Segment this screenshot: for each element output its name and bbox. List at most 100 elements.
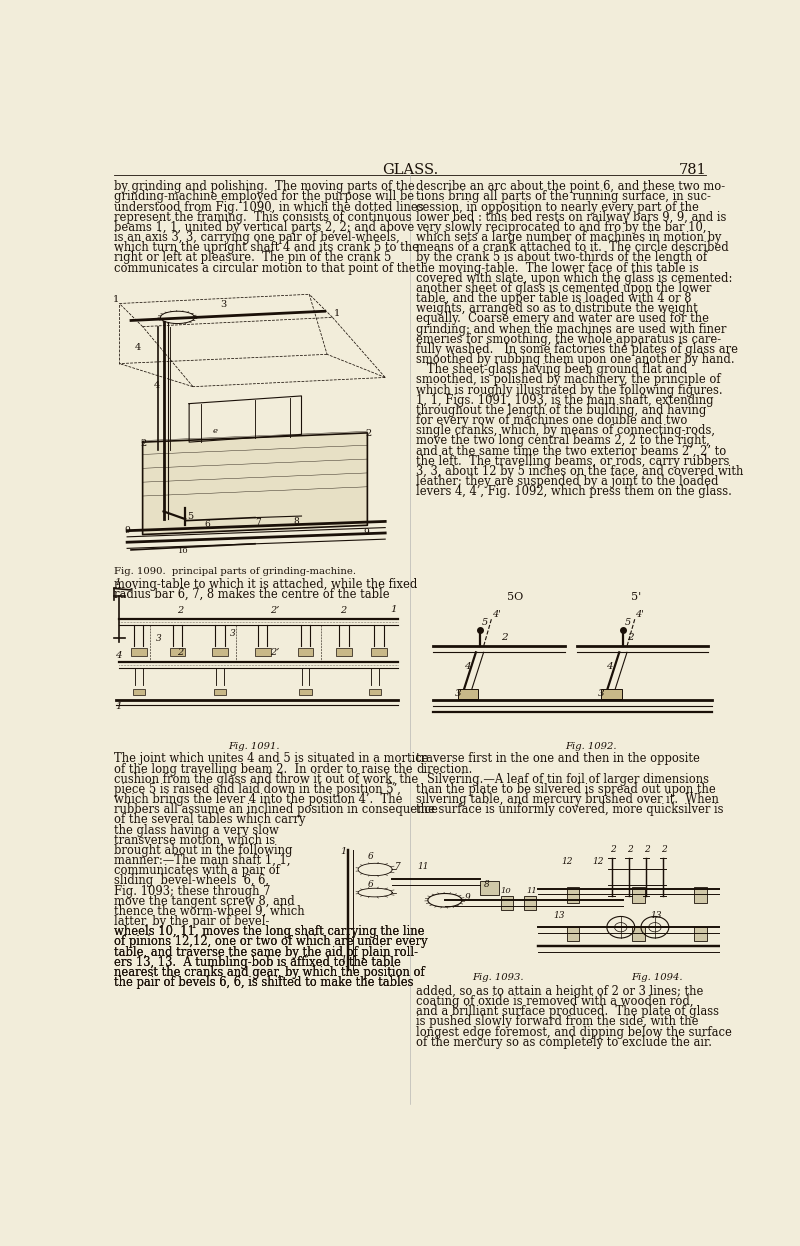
Text: 13: 13 (650, 911, 662, 920)
Text: grinding-machine employed for the purpose will be: grinding-machine employed for the purpos… (114, 191, 414, 203)
Text: beams 1, 1, united by vertical parts 2, 2; and above: beams 1, 1, united by vertical parts 2, … (114, 221, 414, 234)
Text: The joint which unites 4 and 5 is situated in a mortice: The joint which unites 4 and 5 is situat… (114, 753, 429, 765)
Text: rubbers all assume an inclined position in consequence: rubbers all assume an inclined position … (114, 804, 438, 816)
Text: 781: 781 (678, 163, 706, 177)
Text: 6: 6 (367, 852, 373, 861)
Text: fully washed.   In some factories the plates of glass are: fully washed. In some factories the plat… (416, 343, 738, 356)
Bar (298, 648, 313, 657)
Text: nearest the cranks and gear, by which the position of: nearest the cranks and gear, by which th… (114, 966, 425, 979)
Text: 9: 9 (125, 526, 130, 535)
Text: latter, by the pair of bevel-: latter, by the pair of bevel- (114, 915, 270, 928)
Text: 10: 10 (501, 887, 511, 895)
Text: transverse motion, which is: transverse motion, which is (114, 834, 275, 847)
Text: 1: 1 (390, 604, 398, 613)
Text: and a brilliant surface produced.  The plate of glass: and a brilliant surface produced. The pl… (416, 1006, 719, 1018)
Text: understood from Fig. 1090, in which the dotted lines: understood from Fig. 1090, in which the … (114, 201, 423, 213)
Text: traverse first in the one and then in the opposite: traverse first in the one and then in th… (416, 753, 700, 765)
Text: covered with slate, upon which the glass is cemented:: covered with slate, upon which the glass… (416, 272, 733, 285)
Text: 3: 3 (598, 689, 605, 698)
Text: 4': 4' (635, 609, 645, 619)
Text: 5O: 5O (507, 592, 523, 602)
Text: 2: 2 (365, 429, 371, 437)
Text: the pair of bevels 6, 6, is shifted to make the tables: the pair of bevels 6, 6, is shifted to m… (114, 976, 414, 989)
Text: 4': 4' (492, 609, 501, 619)
Text: piece 5 is raised and laid down in the position 5’,: piece 5 is raised and laid down in the p… (114, 782, 401, 796)
Text: tions bring all parts of the running surface, in suc-: tions bring all parts of the running sur… (416, 191, 711, 203)
Text: 2: 2 (627, 845, 633, 854)
Text: move the tangent screw 8, and: move the tangent screw 8, and (114, 895, 294, 908)
Text: 5: 5 (482, 618, 487, 627)
Text: wheels 10, 11, moves the long shaft carrying the line: wheels 10, 11, moves the long shaft carr… (114, 926, 425, 938)
Text: cushion from the glass and throw it out of work, the: cushion from the glass and throw it out … (114, 773, 418, 786)
Text: represent the framing.  This consists of continuous: represent the framing. This consists of … (114, 211, 411, 224)
Text: 2: 2 (627, 633, 634, 642)
Text: right or left at pleasure.  The pin of the crank 5: right or left at pleasure. The pin of th… (114, 252, 391, 264)
Text: the pair of bevels 6, 6, is shifted to make the tables: the pair of bevels 6, 6, is shifted to m… (114, 976, 414, 989)
Text: 1: 1 (114, 578, 121, 587)
Text: 9: 9 (464, 893, 470, 902)
Text: 2: 2 (644, 845, 650, 854)
Text: equally.  Coarse emery and water are used for the: equally. Coarse emery and water are used… (416, 313, 710, 325)
Text: 1, 1, Figs. 1091, 1093, is the main shaft, extending: 1, 1, Figs. 1091, 1093, is the main shaf… (416, 394, 714, 406)
Bar (371, 648, 386, 657)
Text: 1: 1 (113, 295, 119, 304)
Text: leather; they are suspended by a joint to the loaded: leather; they are suspended by a joint t… (416, 475, 718, 488)
Text: means of a crank attached to it.  The circle described: means of a crank attached to it. The cir… (416, 242, 729, 254)
Text: 1: 1 (334, 309, 340, 318)
Text: which turn the upright shaft 4 and its crank 5 to the: which turn the upright shaft 4 and its c… (114, 242, 419, 254)
Text: 2’: 2’ (270, 648, 280, 658)
Bar (133, 689, 145, 695)
Text: 8: 8 (294, 517, 299, 526)
Text: communicates a circular motion to that point of the: communicates a circular motion to that p… (114, 262, 415, 274)
Text: 1: 1 (340, 954, 346, 964)
Text: ers 13, 13.  A tumbling-bob is affixed to the table: ers 13, 13. A tumbling-bob is affixed to… (114, 956, 401, 968)
Text: 2: 2 (610, 845, 616, 854)
Text: Fig. 1093; these through 7: Fig. 1093; these through 7 (114, 885, 270, 897)
Text: Fig. 1090.  principal parts of grinding-machine.: Fig. 1090. principal parts of grinding-m… (114, 567, 356, 576)
Text: sliding  bevel-wheels  6, 6,: sliding bevel-wheels 6, 6, (114, 875, 269, 887)
Text: of the mercury so as completely to exclude the air.: of the mercury so as completely to exclu… (416, 1035, 712, 1049)
Text: another sheet of glass is cemented upon the lower: another sheet of glass is cemented upon … (416, 282, 711, 295)
Text: Fig. 1091.: Fig. 1091. (228, 741, 279, 750)
Text: 3: 3 (156, 634, 162, 643)
Text: than the plate to be silvered is spread out upon the: than the plate to be silvered is spread … (416, 782, 716, 796)
Bar (131, 648, 146, 657)
Text: throughout the length of the building, and having: throughout the length of the building, a… (416, 404, 706, 417)
Text: table, and traverse the same by the aid of plain roll-: table, and traverse the same by the aid … (114, 946, 418, 958)
Text: by grinding and polishing.  The moving parts of the: by grinding and polishing. The moving pa… (114, 181, 414, 193)
Text: 3: 3 (455, 689, 462, 698)
Text: The sheet-glass having been ground flat and: The sheet-glass having been ground flat … (416, 364, 687, 376)
Text: coating of oxide is removed with a wooden rod,: coating of oxide is removed with a woode… (416, 996, 694, 1008)
Bar (694, 887, 707, 902)
Text: moving-table to which it is attached, while the fixed: moving-table to which it is attached, wh… (114, 578, 418, 591)
Text: 4: 4 (606, 663, 613, 672)
Text: 7: 7 (255, 518, 261, 527)
Text: weights, arranged so as to distribute the weight: weights, arranged so as to distribute th… (416, 303, 698, 315)
Text: which sets a large number of machines in motion by: which sets a large number of machines in… (416, 232, 722, 244)
Text: table, and traverse the same by the aid of plain roll-: table, and traverse the same by the aid … (114, 946, 418, 958)
Text: added, so as to attain a height of 2 or 3 lines; the: added, so as to attain a height of 2 or … (416, 986, 703, 998)
Text: is pushed slowly forward from the side, with the: is pushed slowly forward from the side, … (416, 1015, 698, 1028)
Text: GLASS.: GLASS. (382, 163, 438, 177)
Text: of the long travelling beam 2.  In order to raise the: of the long travelling beam 2. In order … (114, 763, 413, 775)
Text: which brings the lever 4 into the position 4’.  The: which brings the lever 4 into the positi… (114, 794, 402, 806)
Text: the left.  The travelling beams, or rods, carry rubbers: the left. The travelling beams, or rods,… (416, 455, 730, 467)
Text: 2’: 2’ (270, 606, 280, 616)
Text: 11: 11 (418, 862, 430, 871)
Text: 4: 4 (464, 663, 471, 672)
Bar (566, 887, 579, 902)
Text: thence the worm-wheel 9, which: thence the worm-wheel 9, which (114, 905, 305, 918)
Bar (299, 689, 311, 695)
Text: 3: 3 (230, 629, 236, 638)
Text: single cranks, which, by means of connecting-rods,: single cranks, which, by means of connec… (416, 424, 715, 437)
Text: Fig. 1092.: Fig. 1092. (565, 741, 617, 750)
Text: 3, 3, about 12 by 5 inches on the face, and covered with: 3, 3, about 12 by 5 inches on the face, … (416, 465, 743, 478)
Polygon shape (142, 432, 367, 535)
Text: which is roughly illustrated by the following figures.: which is roughly illustrated by the foll… (416, 384, 723, 396)
Text: 13: 13 (554, 911, 565, 920)
Text: manner:—The main shaft 1, 1,: manner:—The main shaft 1, 1, (114, 854, 290, 867)
Text: the moving-table.  The lower face of this table is: the moving-table. The lower face of this… (416, 262, 699, 274)
Text: Fig. 1093.: Fig. 1093. (472, 973, 523, 982)
Text: 12: 12 (592, 857, 604, 866)
Bar (480, 881, 499, 895)
